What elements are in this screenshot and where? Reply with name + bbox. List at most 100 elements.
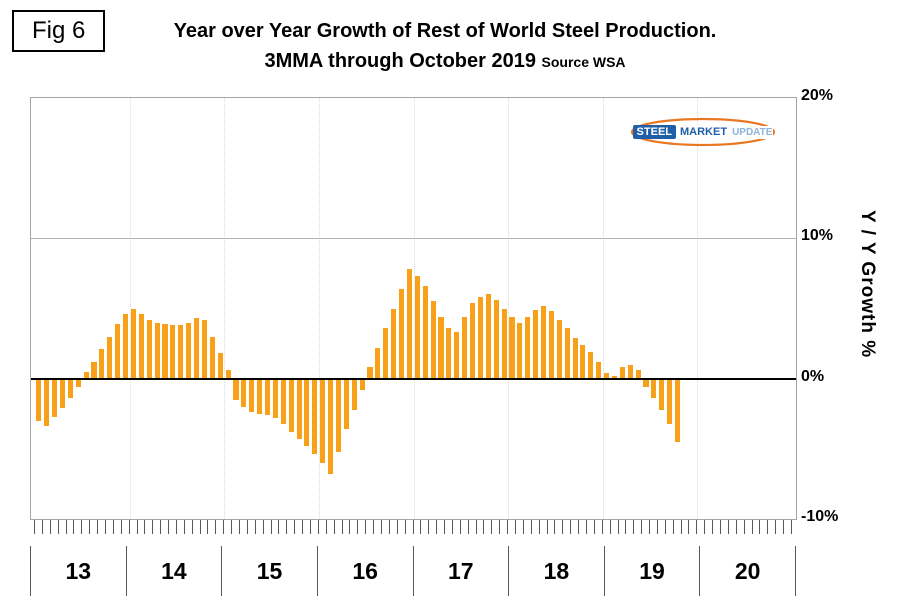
month-tick bbox=[207, 520, 209, 534]
year-gridline bbox=[129, 98, 131, 519]
month-tick bbox=[168, 520, 170, 534]
bar bbox=[462, 316, 468, 379]
month-tick bbox=[727, 520, 729, 534]
bar bbox=[249, 378, 255, 413]
month-tick bbox=[720, 520, 722, 534]
bar bbox=[501, 308, 507, 379]
bar bbox=[446, 328, 452, 379]
bar bbox=[59, 378, 66, 409]
bar bbox=[391, 308, 397, 379]
bar bbox=[201, 319, 207, 379]
bar bbox=[217, 353, 223, 379]
month-tick bbox=[664, 520, 666, 534]
plot-area bbox=[30, 97, 797, 520]
bar bbox=[241, 378, 247, 407]
logo-swoosh-icon bbox=[630, 117, 776, 147]
bar bbox=[328, 378, 334, 475]
month-tick bbox=[357, 520, 359, 534]
bar bbox=[406, 269, 412, 379]
bar bbox=[320, 378, 326, 463]
month-tick bbox=[380, 520, 382, 534]
bar bbox=[75, 378, 81, 388]
bar bbox=[52, 378, 58, 417]
month-tick bbox=[538, 520, 540, 534]
bar bbox=[264, 378, 271, 416]
month-tick bbox=[483, 520, 485, 534]
bar bbox=[580, 344, 586, 379]
bar bbox=[225, 370, 231, 379]
smu-logo: STEEL MARKET UPDATE bbox=[628, 116, 778, 148]
month-tick bbox=[570, 520, 572, 534]
bar bbox=[635, 370, 641, 379]
month-tick bbox=[404, 520, 406, 534]
bar bbox=[675, 378, 681, 442]
bar bbox=[540, 305, 547, 379]
month-tick bbox=[73, 520, 75, 534]
month-tick bbox=[428, 520, 430, 534]
bar bbox=[533, 309, 539, 379]
bar bbox=[123, 314, 129, 379]
month-tick bbox=[136, 520, 138, 534]
month-tick bbox=[89, 520, 91, 534]
month-tick bbox=[81, 520, 83, 534]
month-tick bbox=[278, 520, 280, 534]
month-tick bbox=[365, 520, 367, 534]
bar bbox=[469, 302, 476, 379]
month-tick bbox=[617, 520, 619, 534]
month-tick bbox=[767, 520, 769, 534]
x-axis-year-label: 13 bbox=[30, 546, 126, 596]
month-tick bbox=[530, 520, 532, 534]
bar bbox=[288, 378, 294, 432]
bar bbox=[194, 318, 200, 379]
bar bbox=[509, 316, 515, 379]
month-tick bbox=[491, 520, 493, 534]
y-axis-tick-label: 10% bbox=[801, 227, 834, 245]
chart-source: Source WSA bbox=[541, 54, 626, 70]
month-tick bbox=[672, 520, 674, 534]
bar bbox=[272, 378, 278, 418]
bar bbox=[162, 323, 168, 379]
chart-subtitle: 3MMA through October 2019 bbox=[264, 50, 536, 72]
month-tick bbox=[223, 520, 225, 534]
year-gridline bbox=[224, 98, 226, 519]
month-tick bbox=[444, 520, 446, 534]
month-tick bbox=[215, 520, 217, 534]
month-tick bbox=[554, 520, 556, 534]
month-tick bbox=[144, 520, 146, 534]
year-gridline bbox=[602, 98, 604, 519]
x-axis-year-label: 17 bbox=[412, 546, 509, 596]
month-tick bbox=[34, 520, 35, 534]
bar bbox=[107, 336, 113, 379]
y-axis-tick-label: 0% bbox=[801, 367, 825, 385]
month-tick-strip bbox=[30, 519, 795, 536]
x-axis-year-row: 13 14 15 16 17 18 19 20 bbox=[30, 546, 796, 596]
month-tick bbox=[625, 520, 627, 534]
month-tick bbox=[41, 520, 43, 534]
bar bbox=[91, 361, 97, 379]
month-tick bbox=[436, 520, 438, 534]
logo-text: STEEL MARKET UPDATE bbox=[628, 116, 778, 148]
month-tick bbox=[791, 520, 792, 534]
year-gridline bbox=[508, 98, 510, 519]
month-tick bbox=[294, 520, 296, 534]
month-tick bbox=[349, 520, 351, 534]
gridline bbox=[31, 238, 796, 240]
month-tick bbox=[751, 520, 753, 534]
month-tick bbox=[128, 520, 130, 534]
month-tick bbox=[546, 520, 548, 534]
bar bbox=[399, 288, 405, 379]
bar bbox=[588, 352, 594, 379]
chart-title-line1: Year over Year Growth of Rest of World S… bbox=[173, 20, 717, 42]
month-tick bbox=[57, 520, 59, 534]
month-tick bbox=[451, 520, 453, 534]
bar bbox=[296, 378, 302, 439]
bar bbox=[209, 336, 215, 379]
bar bbox=[375, 347, 381, 379]
month-tick bbox=[183, 520, 185, 534]
month-tick bbox=[286, 520, 288, 534]
bar bbox=[438, 316, 444, 379]
month-tick bbox=[775, 520, 777, 534]
bar bbox=[627, 364, 633, 379]
bar bbox=[351, 378, 357, 410]
month-tick bbox=[656, 520, 658, 534]
